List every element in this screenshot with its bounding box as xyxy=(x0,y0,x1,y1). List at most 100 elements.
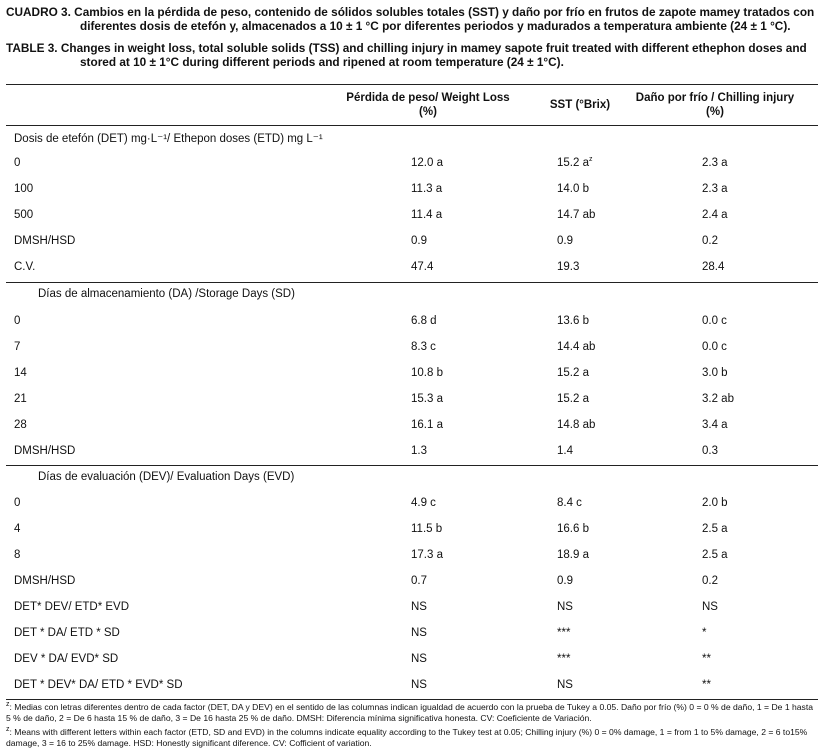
chilling-value-text: 28.4 xyxy=(702,261,725,273)
chilling-value-text: 2.5 a xyxy=(702,549,728,561)
caption-spanish: CUADRO 3. Cambios en la pérdida de peso,… xyxy=(6,5,819,33)
weight-loss-value: 16.1 a xyxy=(411,419,443,431)
chilling-value: 2.5 a xyxy=(702,523,728,535)
tss-value-text: *** xyxy=(557,627,571,639)
row-label: 0 xyxy=(14,497,20,509)
header-weight-loss: Pérdida de peso/ Weight Loss (%) xyxy=(346,92,510,118)
weight-loss-value: NS xyxy=(411,601,427,613)
weight-loss-value-text: 4.9 c xyxy=(411,497,436,509)
tss-value-text: *** xyxy=(557,653,571,665)
weight-loss-value-text: 47.4 xyxy=(411,261,434,273)
tss-value-text: 15.2 a xyxy=(557,367,589,379)
chilling-value: ** xyxy=(702,653,711,665)
tss-value: 15.2 az xyxy=(557,156,593,169)
row-label-text: 4 xyxy=(14,523,21,535)
row-label: 8 xyxy=(14,549,20,561)
chilling-value-text: 2.3 a xyxy=(702,157,728,169)
tss-value: 15.2 a xyxy=(557,367,589,379)
chilling-value-text: 2.4 a xyxy=(702,209,728,221)
tss-value-text: 0.9 xyxy=(557,235,573,247)
weight-loss-value-text: 0.9 xyxy=(411,235,427,247)
footnote-english-text: Means with different letters within each… xyxy=(6,727,808,749)
chilling-value: 0.3 xyxy=(702,445,718,457)
weight-loss-value: 11.3 a xyxy=(411,183,442,195)
weight-loss-value: NS xyxy=(411,627,427,639)
weight-loss-value-text: 11.3 a xyxy=(411,183,443,195)
tss-value: 19.3 xyxy=(557,261,579,273)
footnote-marker-en: z xyxy=(6,726,10,734)
section-rule xyxy=(6,465,818,466)
weight-loss-value: 47.4 xyxy=(411,261,433,273)
header-chilling-injury: Daño por frío / Chilling injury (%) xyxy=(635,92,795,118)
row-label: DMSH/HSD xyxy=(14,445,75,457)
weight-loss-value: 6.8 d xyxy=(411,315,437,327)
section-title-text: Dosis de etefón (DET) mg·L⁻¹/ Ethepon do… xyxy=(14,133,323,145)
weight-loss-value: 4.9 c xyxy=(411,497,436,509)
weight-loss-value: 11.5 b xyxy=(411,523,442,535)
header-tss: SST (°Brix) xyxy=(549,99,611,111)
weight-loss-value-text: NS xyxy=(411,653,427,665)
tss-value-text: NS xyxy=(557,679,573,691)
footnote-marker: z xyxy=(6,701,10,709)
chilling-value: 3.0 b xyxy=(702,367,728,379)
chilling-value: 2.0 b xyxy=(702,497,728,509)
tss-value: *** xyxy=(557,627,570,639)
tss-value-text: 14.7 ab xyxy=(557,209,596,221)
chilling-value: 2.3 a xyxy=(702,183,728,195)
chilling-value-text: * xyxy=(702,627,707,639)
row-label-text: DMSH/HSD xyxy=(14,445,76,457)
weight-loss-value-text: 16.1 a xyxy=(411,419,443,431)
caption-spanish-label: CUADRO 3. xyxy=(6,5,71,19)
tss-value-text: 15.2 a xyxy=(557,393,589,405)
weight-loss-value-text: NS xyxy=(411,601,427,613)
weight-loss-value: 11.4 a xyxy=(411,209,442,221)
tss-value: 18.9 a xyxy=(557,549,589,561)
weight-loss-value: 1.3 xyxy=(411,445,427,457)
chilling-value: 0.2 xyxy=(702,575,718,587)
caption-english-label: TABLE 3. xyxy=(6,41,58,55)
weight-loss-value: 0.9 xyxy=(411,235,427,247)
weight-loss-value: 0.7 xyxy=(411,575,427,587)
row-label-text: DET * DEV* DA/ ETD * EVD* SD xyxy=(14,679,183,691)
weight-loss-value-text: 6.8 d xyxy=(411,315,437,327)
chilling-value-text: 2.0 b xyxy=(702,497,728,509)
weight-loss-value-text: NS xyxy=(411,679,427,691)
weight-loss-value: 15.3 a xyxy=(411,393,443,405)
tss-value-text: 18.9 a xyxy=(557,549,589,561)
row-label-text: 0 xyxy=(14,157,21,169)
row-label: DET * DEV* DA/ ETD * EVD* SD xyxy=(14,679,183,691)
row-label: 500 xyxy=(14,209,33,221)
weight-loss-value: 8.3 c xyxy=(411,341,436,353)
chilling-value-text: 0.2 xyxy=(702,235,718,247)
tss-value-text: 14.4 ab xyxy=(557,341,596,353)
tss-value: *** xyxy=(557,653,570,665)
caption-spanish-text: Cambios en la pérdida de peso, contenido… xyxy=(74,5,815,33)
footnote-spanish: z: Medias con letras diferentes dentro d… xyxy=(6,701,814,724)
tss-value-text: 16.6 b xyxy=(557,523,589,535)
superscript-marker: z xyxy=(588,156,593,164)
tss-value: NS xyxy=(557,601,573,613)
chilling-value-text: 0.3 xyxy=(702,445,718,457)
weight-loss-value-text: 15.3 a xyxy=(411,393,443,405)
row-label: 7 xyxy=(14,341,20,353)
footnote-spanish-text: Medias con letras diferentes dentro de c… xyxy=(6,702,814,724)
row-label: DET* DEV/ ETD* EVD xyxy=(14,601,129,613)
tss-value-text: 8.4 c xyxy=(557,497,582,509)
footnote-english: z: Means with different letters within e… xyxy=(6,726,808,749)
row-label: 28 xyxy=(14,419,27,431)
row-label-text: 21 xyxy=(14,393,27,405)
chilling-value-text: NS xyxy=(702,601,718,613)
tss-value: 0.9 xyxy=(557,575,573,587)
row-label-text: DMSH/HSD xyxy=(14,575,76,587)
tss-value-text: 14.0 b xyxy=(557,183,589,195)
weight-loss-value-text: 11.4 a xyxy=(411,209,443,221)
row-label-text: 8 xyxy=(14,549,21,561)
tss-value-text: NS xyxy=(557,601,573,613)
caption-english: TABLE 3. Changes in weight loss, total s… xyxy=(6,41,819,69)
chilling-value: 2.4 a xyxy=(702,209,728,221)
tss-value: NS xyxy=(557,679,573,691)
row-label-text: DET * DA/ ETD * SD xyxy=(14,627,120,639)
chilling-value: ** xyxy=(702,679,711,691)
tss-value: 14.4 ab xyxy=(557,341,595,353)
chilling-value-text: 3.0 b xyxy=(702,367,728,379)
